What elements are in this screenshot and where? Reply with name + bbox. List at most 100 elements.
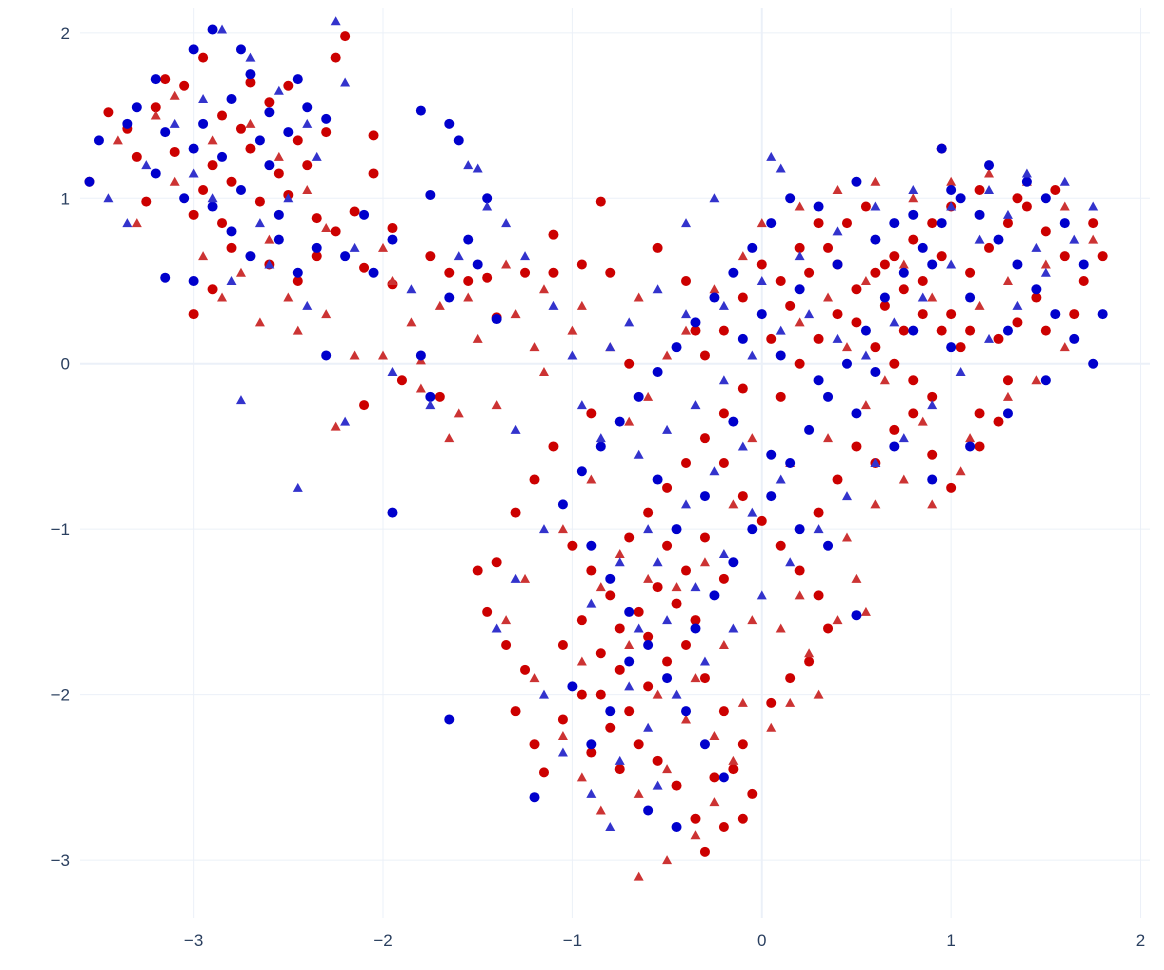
data-point-circle [235,44,246,55]
data-point-circle [756,259,767,270]
data-point-triangle [444,433,455,443]
data-point-circle [444,267,455,278]
data-point-circle [264,107,275,118]
data-point-circle [576,615,587,626]
data-point-triangle [832,185,843,194]
data-point-circle [1031,284,1042,295]
data-point-circle [662,540,673,551]
data-point-circle [1012,193,1023,204]
data-point-circle [226,242,237,253]
data-point-circle [1059,218,1070,229]
data-point-circle [340,251,351,262]
data-point-circle [927,474,938,485]
data-point-triangle [1088,234,1099,244]
data-point-triangle [463,292,474,302]
data-point-circle [671,598,682,609]
data-point-triangle [984,168,995,178]
data-point-circle [188,209,199,220]
data-point-triangle [747,507,758,517]
data-point-circle [198,52,209,63]
data-point-circle [851,441,862,452]
data-point-triangle [766,151,777,161]
data-point-circle [529,739,540,750]
data-point-circle [728,764,739,775]
data-point-circle [936,251,947,262]
data-point-circle [292,267,303,278]
data-point-circle [207,24,218,35]
data-point-circle [1002,218,1013,229]
data-point-triangle [245,118,256,128]
data-point-circle [245,143,256,154]
data-point-circle [974,185,985,195]
data-point-triangle [709,731,720,740]
data-point-circle [624,656,635,667]
data-point-circle [1031,292,1042,303]
data-point-circle [927,218,938,229]
data-point-circle [889,441,900,452]
data-point-circle [482,606,493,617]
data-point-circle [652,474,663,485]
data-point-triangle [169,176,180,186]
data-point-triangle [557,731,568,740]
data-point-circle [624,606,635,617]
data-point-circle [652,755,663,766]
data-point-triangle [302,300,313,310]
data-point-triangle [832,333,843,343]
data-point-circle [1078,259,1089,270]
data-point-circle [671,342,682,353]
data-point-triangle [614,557,625,567]
data-point-circle [908,375,919,386]
data-point-triangle [595,582,606,592]
data-point-circle [273,234,284,245]
data-point-triangle [510,573,521,583]
series-triangle-3 [103,16,1099,831]
data-point-circle [330,226,341,237]
data-point-triangle [690,830,701,840]
data-point-circle [946,185,957,195]
data-point-triangle [245,52,256,62]
data-point-circle [188,143,199,154]
data-point-circle [794,524,805,535]
data-point-circle [605,722,616,733]
data-point-circle [955,342,966,353]
data-point-triangle [841,342,852,352]
data-point-circle [879,259,890,270]
data-point-triangle [624,416,635,426]
data-point-circle [548,441,559,452]
data-point-circle [946,482,957,493]
data-point-circle [898,267,909,278]
data-point-circle [368,267,379,278]
data-point-circle [1059,251,1070,262]
data-point-circle [908,408,919,419]
data-point-triangle [984,185,995,194]
data-point-circle [321,113,332,124]
data-point-circle [595,441,606,452]
data-point-circle [823,623,834,634]
data-point-triangle [605,822,616,831]
data-point-triangle [254,317,265,327]
data-point-circle [908,234,919,245]
data-point-circle [652,242,663,253]
data-point-circle [718,822,729,832]
y-tick-label: −2 [51,686,70,705]
data-point-circle [141,196,152,207]
data-point-circle [368,130,379,141]
data-point-circle [851,610,862,621]
data-point-circle [254,135,265,146]
data-point-circle [690,317,701,328]
data-point-triangle [662,855,673,865]
data-point-triangle [472,163,483,173]
data-point-circle [529,792,540,803]
data-point-circle [851,176,862,187]
data-point-triangle [775,474,786,484]
data-point-circle [520,664,531,675]
data-point-circle [851,408,862,419]
data-point-circle [984,160,995,171]
data-point-circle [501,640,512,650]
data-point-circle [766,697,777,708]
data-point-circle [444,118,455,129]
data-point-triangle [586,788,597,798]
data-point-circle [737,491,748,502]
data-point-circle [482,193,493,204]
